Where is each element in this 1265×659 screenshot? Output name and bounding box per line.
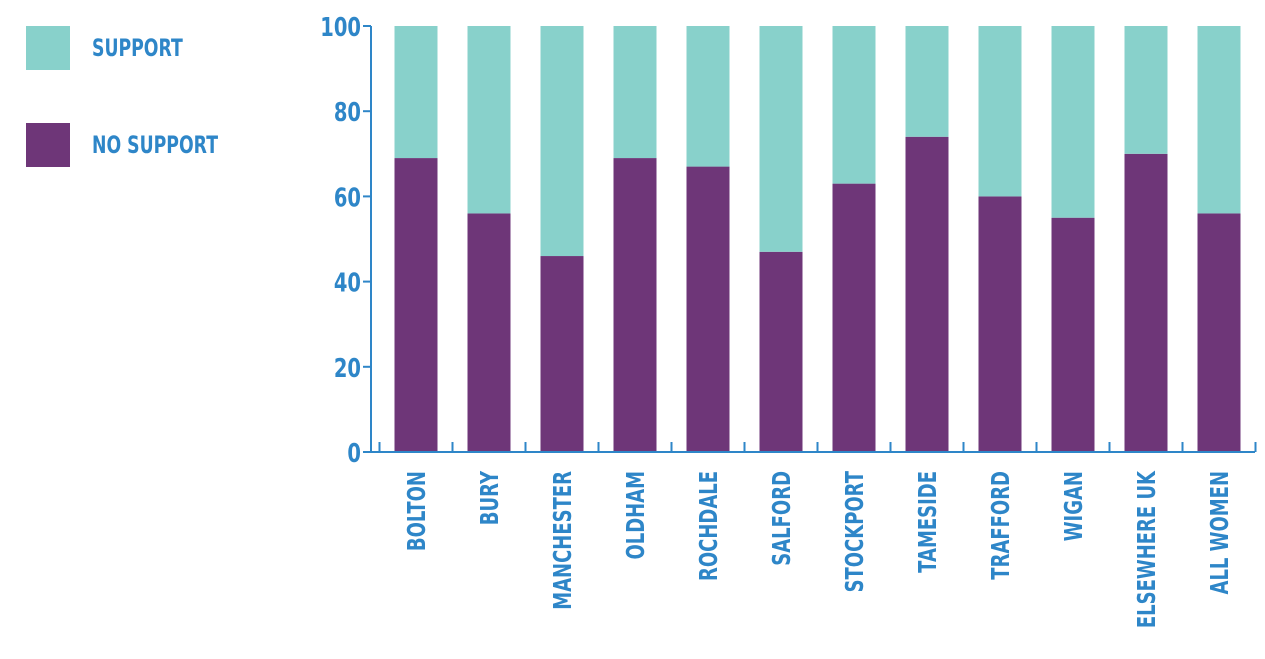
bar-no-support-bolton [394,158,438,452]
bar-support-trafford [978,26,1022,197]
legend-label-no-support: NO SUPPORT [92,131,218,159]
bar-support-tameside [905,26,949,137]
y-tick-label-0: 0 [347,439,361,468]
bar-no-support-wigan [1051,217,1095,452]
x-tick-label-bolton: BOLTON [403,471,432,551]
bar-support-oldham [613,26,657,159]
bar-no-support-stockport [832,183,876,452]
y-tick-label-20: 20 [334,354,361,383]
bar-no-support-bury [467,213,511,452]
y-tick-label-60: 60 [334,184,361,213]
bar-no-support-salford [759,251,803,452]
bar-support-all-women [1197,26,1241,214]
bar-support-bolton [394,26,438,159]
bar-no-support-trafford [978,196,1022,452]
x-tick-label-manchester: MANCHESTER [549,471,578,610]
legend-swatch-support [26,26,70,70]
y-tick-label-100: 100 [320,13,361,42]
bar-support-stockport [832,26,876,184]
y-tick-label-40: 40 [334,269,361,298]
legend-item-support: SUPPORT [26,26,218,70]
legend-swatch-no-support [26,123,70,167]
bar-support-wigan [1051,26,1095,218]
x-tick-label-stockport: STOCKPORT [841,471,870,593]
legend-item-no-support: NO SUPPORT [26,123,267,167]
legend-label-support: SUPPORT [92,34,183,62]
x-tick-label-elsewhere-uk: ELSEWHERE UK [1133,470,1162,628]
bar-no-support-tameside [905,136,949,452]
bar-no-support-all-women [1197,213,1241,452]
bar-support-rochdale [686,26,730,167]
bar-no-support-oldham [613,158,657,452]
x-tick-label-bury: BURY [476,471,505,525]
x-tick-label-oldham: OLDHAM [622,471,651,560]
y-tick-label-80: 80 [334,99,361,128]
bar-support-bury [467,26,511,214]
bar-no-support-manchester [540,256,584,452]
bar-no-support-rochdale [686,166,730,452]
x-tick-label-salford: SALFORD [768,471,797,566]
x-tick-label-trafford: TRAFFORD [987,471,1016,580]
x-tick-label-all-women: ALL WOMEN [1206,471,1235,594]
x-tick-label-tameside: TAMESIDE [914,471,943,573]
bar-support-elsewhere-uk [1124,26,1168,154]
x-tick-label-rochdale: ROCHDALE [695,471,724,581]
bar-support-manchester [540,26,584,257]
bar-support-salford [759,26,803,252]
x-tick-label-wigan: WIGAN [1060,471,1089,541]
bar-no-support-elsewhere-uk [1124,153,1168,453]
